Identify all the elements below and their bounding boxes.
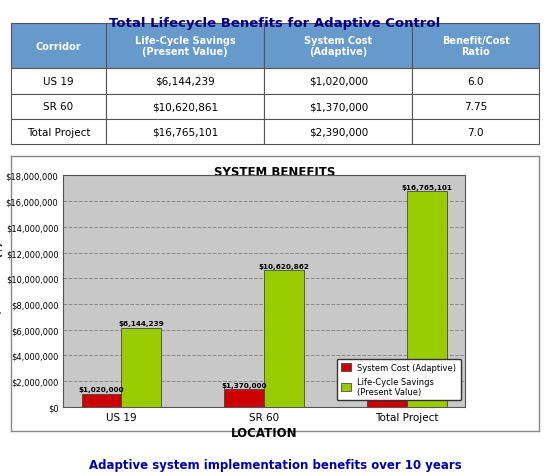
Text: 6.0: 6.0 <box>468 77 484 87</box>
Bar <box>11 24 106 69</box>
Bar <box>11 94 106 119</box>
Text: $1,020,000: $1,020,000 <box>309 77 368 87</box>
Text: $6,144,239: $6,144,239 <box>155 77 215 87</box>
Text: $1,370,000: $1,370,000 <box>221 382 267 388</box>
Bar <box>367 377 406 407</box>
Text: System Cost
(Adaptive): System Cost (Adaptive) <box>304 36 372 57</box>
Text: $16,765,101: $16,765,101 <box>152 127 218 137</box>
Bar <box>412 119 539 145</box>
Bar <box>265 24 412 69</box>
Text: Corridor: Corridor <box>36 41 81 51</box>
Bar <box>106 94 265 119</box>
Bar <box>224 389 264 407</box>
Text: Total Lifecycle Benefits for Adaptive Control: Total Lifecycle Benefits for Adaptive Co… <box>109 17 441 30</box>
Text: $16,765,101: $16,765,101 <box>401 184 452 190</box>
Legend: System Cost (Adaptive), Life-Cycle Savings
(Present Value): System Cost (Adaptive), Life-Cycle Savin… <box>337 359 460 400</box>
Bar <box>122 328 161 407</box>
Text: $10,620,862: $10,620,862 <box>258 263 310 269</box>
Bar <box>265 69 412 94</box>
Text: $2,390,000: $2,390,000 <box>309 127 368 137</box>
Text: US 19: US 19 <box>43 77 74 87</box>
Bar <box>81 394 122 407</box>
Bar <box>106 24 265 69</box>
Bar <box>265 119 412 145</box>
Text: $2,390,000: $2,390,000 <box>364 369 409 375</box>
Text: Life-Cycle Savings
(Present Value): Life-Cycle Savings (Present Value) <box>135 36 235 57</box>
Text: 7.0: 7.0 <box>468 127 484 137</box>
Text: Adaptive system implementation benefits over 10 years: Adaptive system implementation benefits … <box>89 457 461 471</box>
Text: $6,144,239: $6,144,239 <box>118 321 164 327</box>
Text: 7.75: 7.75 <box>464 102 487 112</box>
Text: Total Project: Total Project <box>27 127 90 137</box>
Bar <box>11 119 106 145</box>
Bar <box>412 69 539 94</box>
Bar <box>106 119 265 145</box>
Text: Benefit/Cost
Ratio: Benefit/Cost Ratio <box>442 36 509 57</box>
Text: $10,620,861: $10,620,861 <box>152 102 218 112</box>
X-axis label: LOCATION: LOCATION <box>230 426 298 439</box>
Bar <box>265 94 412 119</box>
Bar <box>11 69 106 94</box>
Text: (10-Year Period): (10-Year Period) <box>225 187 325 197</box>
Bar <box>106 69 265 94</box>
Y-axis label: COST/SAVINGS ($): COST/SAVINGS ($) <box>0 241 3 342</box>
Text: $1,370,000: $1,370,000 <box>309 102 368 112</box>
Bar <box>412 24 539 69</box>
Bar <box>406 192 447 407</box>
Bar <box>412 94 539 119</box>
Text: SR 60: SR 60 <box>43 102 74 112</box>
Text: SYSTEM BENEFITS: SYSTEM BENEFITS <box>214 165 336 178</box>
Text: $1,020,000: $1,020,000 <box>79 387 124 392</box>
Bar <box>264 271 304 407</box>
